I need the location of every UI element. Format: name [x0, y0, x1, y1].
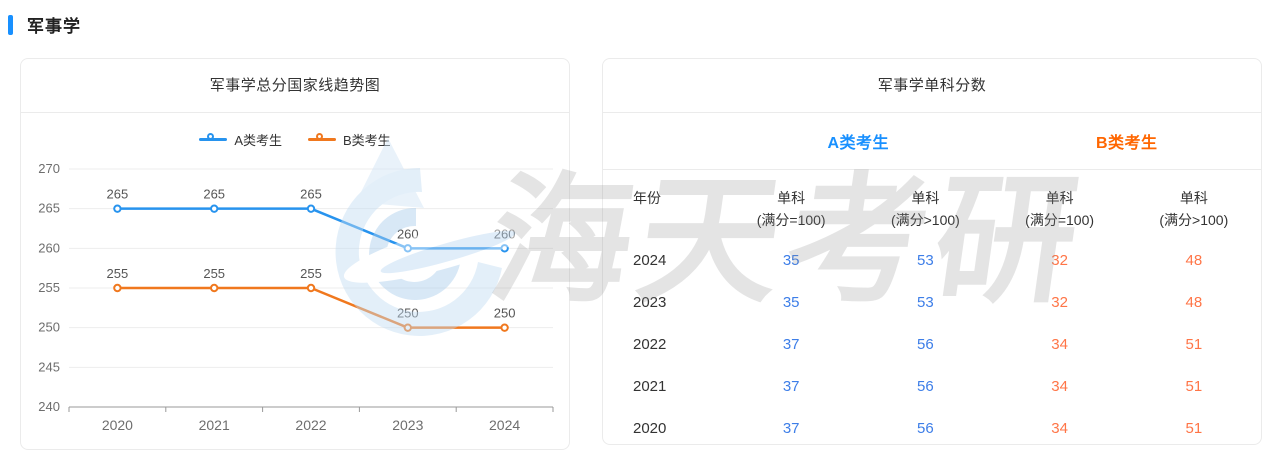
- score-card-title: 军事学单科分数: [603, 59, 1261, 113]
- cell-a2: 53: [917, 293, 934, 311]
- legend-item-a[interactable]: A类考生: [199, 130, 282, 149]
- cell-b2: 51: [1185, 419, 1203, 437]
- table-row: 2020 37 56 34 51: [603, 407, 1261, 449]
- data-point[interactable]: [306, 283, 316, 293]
- cell-a2: 56: [917, 335, 934, 353]
- legend-item-b[interactable]: B类考生: [308, 130, 391, 149]
- x-axis-tick-label: 2024: [489, 417, 520, 433]
- data-point[interactable]: [113, 283, 122, 293]
- data-point-label: 260: [397, 226, 419, 241]
- data-point[interactable]: [210, 204, 219, 213]
- data-point[interactable]: [306, 204, 316, 213]
- x-axis-tick-label: 2022: [295, 417, 326, 433]
- data-point-label: 255: [107, 266, 129, 281]
- cell-a1: 37: [782, 335, 800, 353]
- data-point-label: 255: [203, 266, 225, 281]
- cell-b1: 32: [1051, 293, 1068, 311]
- group-header-a: A类考生: [827, 135, 890, 152]
- col-header-year: 年份: [633, 190, 661, 206]
- trend-chart-card: 军事学总分国家线趋势图 A类考生 B类考生 240 245 250 255 260 265…: [20, 58, 570, 450]
- x-axis-tick-label: 2023: [392, 417, 423, 433]
- group-header-b: B类考生: [1095, 135, 1158, 152]
- table-row: 2023 35 53 32 48: [603, 281, 1261, 323]
- series-line: [116, 286, 506, 329]
- score-table-group-header: A类考生 B类考生: [603, 113, 1261, 170]
- legend-line-circle-icon: [308, 133, 336, 145]
- data-point-label: 255: [300, 266, 322, 281]
- data-point-label: 265: [300, 187, 322, 202]
- score-table: 年份 单科 (满分=100) 单科 (满分>100) 单科 (满分=100) 单…: [603, 170, 1261, 449]
- y-axis-tick-label: 250: [38, 320, 60, 335]
- y-axis-tick-label: 260: [38, 240, 60, 255]
- y-axis-tick-label: 240: [38, 399, 60, 414]
- data-point-label: 265: [203, 187, 225, 202]
- series-line: [116, 207, 506, 250]
- data-point-label: 265: [107, 187, 129, 202]
- data-point-label: 250: [494, 306, 516, 321]
- table-row: 2021 37 56 34 51: [603, 365, 1261, 407]
- y-axis-tick-label: 245: [38, 359, 60, 374]
- trend-line-chart[interactable]: 240 245 250 255 260 265 270 2020 2021 2022 2023 202…: [21, 155, 569, 447]
- cell-year: 2024: [633, 251, 667, 269]
- col-header-b-single-gt: 单科 (满分>100): [1159, 190, 1229, 228]
- cell-year: 2022: [633, 335, 667, 353]
- cell-b1: 34: [1051, 335, 1068, 353]
- chart-legend: A类考生 B类考生: [21, 129, 569, 149]
- cell-b1: 34: [1051, 377, 1068, 395]
- y-axis-tick-label: 265: [38, 201, 60, 216]
- cell-a2: 56: [917, 377, 934, 395]
- data-point[interactable]: [500, 323, 509, 332]
- cell-a2: 53: [917, 251, 934, 269]
- score-table-header-row: 年份 单科 (满分=100) 单科 (满分>100) 单科 (满分=100) 单…: [603, 170, 1261, 239]
- trend-card-title: 军事学总分国家线趋势图: [21, 59, 569, 113]
- data-point[interactable]: [500, 244, 509, 253]
- cell-b2: 48: [1185, 251, 1203, 269]
- data-point[interactable]: [113, 204, 122, 213]
- x-axis-tick-label: 2020: [102, 417, 133, 433]
- data-point[interactable]: [403, 323, 412, 332]
- page-title: 军事学: [27, 17, 81, 36]
- cell-a1: 37: [782, 377, 800, 395]
- legend-line-circle-icon: [199, 133, 228, 145]
- data-point[interactable]: [403, 244, 412, 253]
- cell-a1: 35: [782, 293, 800, 311]
- table-row: 2022 37 56 34 51: [603, 323, 1261, 365]
- cell-b1: 32: [1051, 251, 1068, 269]
- y-axis-tick-label: 270: [38, 161, 60, 176]
- cell-a1: 37: [782, 419, 800, 437]
- legend-label-a: A类考生: [234, 132, 282, 148]
- col-header-a-single: 单科 (满分=100): [756, 190, 826, 228]
- header-accent-bar: [8, 14, 13, 35]
- col-header-a-single-gt: 单科 (满分>100): [890, 190, 960, 228]
- y-axis-tick-label: 255: [38, 280, 60, 295]
- table-row: 2024 35 53 32 48: [603, 239, 1261, 281]
- data-point-label: 260: [494, 226, 516, 241]
- cell-b1: 34: [1051, 419, 1068, 437]
- data-point-label: 250: [397, 306, 419, 321]
- cell-year: 2021: [633, 377, 667, 395]
- legend-label-b: B类考生: [343, 132, 391, 148]
- x-axis-tick-label: 2021: [199, 417, 230, 433]
- cell-b2: 51: [1185, 335, 1203, 353]
- cell-year: 2023: [633, 293, 667, 311]
- page-header: 军事学: [8, 12, 81, 37]
- data-point[interactable]: [210, 283, 219, 293]
- cell-a2: 56: [917, 419, 934, 437]
- cell-b2: 51: [1185, 377, 1203, 395]
- cell-year: 2020: [633, 419, 667, 437]
- col-header-b-single: 单科 (满分=100): [1025, 190, 1095, 228]
- cell-b2: 48: [1185, 293, 1203, 311]
- score-table-card: 军事学单科分数 A类考生 B类考生 年份 单科 (满分=100) 单科 (满分>…: [602, 58, 1262, 445]
- cell-a1: 35: [782, 251, 800, 269]
